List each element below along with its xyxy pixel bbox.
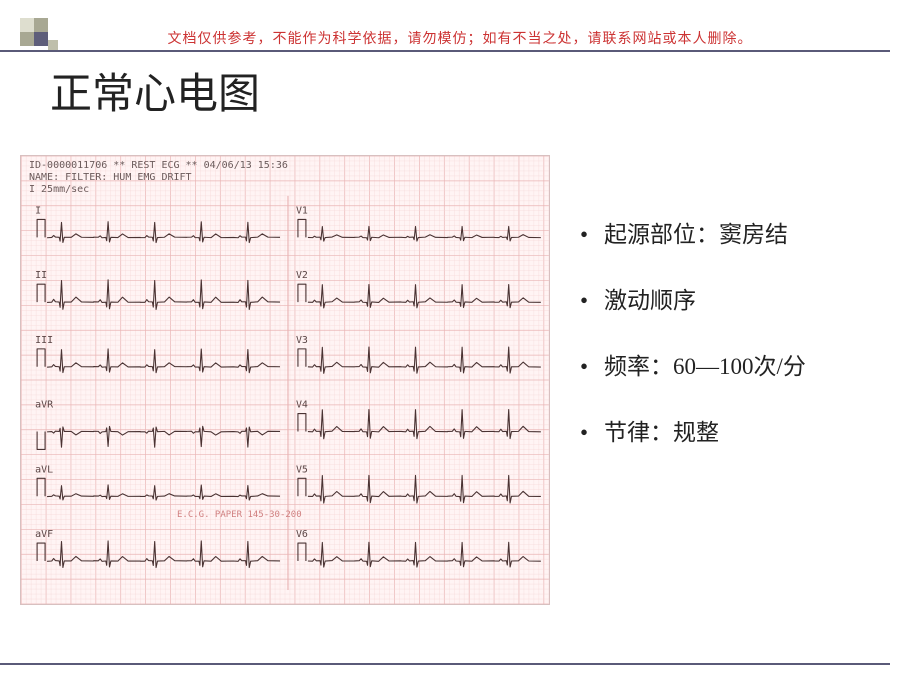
- bullet-item: 激动顺序: [580, 286, 900, 316]
- ecg-paper-label: E.C.G. PAPER 145-30-200: [177, 510, 302, 520]
- ecg-header: ID-0000011706 ** REST ECG ** 04/06/13 15…: [29, 160, 288, 196]
- slide: 文档仅供参考，不能作为科学依据，请勿模仿；如有不当之处，请联系网站或本人删除。 …: [0, 0, 920, 690]
- svg-text:V1: V1: [296, 205, 308, 216]
- svg-text:V2: V2: [296, 270, 308, 281]
- svg-text:aVF: aVF: [35, 529, 53, 540]
- bullet-item: 起源部位：窦房结: [580, 220, 900, 250]
- slide-title: 正常心电图: [50, 60, 260, 121]
- ecg-speed-label: I 25mm/sec: [29, 184, 288, 196]
- svg-text:aVR: aVR: [35, 400, 53, 411]
- ecg-image: I V1 II V2 III V3 aVR V4 aVL V5 aVF V6 ID-000001170…: [20, 155, 550, 605]
- svg-text:II: II: [35, 270, 47, 281]
- bullet-item: 节律：规整: [580, 418, 900, 448]
- svg-text:V5: V5: [296, 464, 308, 475]
- svg-text:III: III: [35, 335, 53, 346]
- disclaimer-text: 文档仅供参考，不能作为科学依据，请勿模仿；如有不当之处，请联系网站或本人删除。: [0, 28, 920, 48]
- svg-text:V4: V4: [296, 400, 308, 411]
- svg-text:I: I: [35, 205, 41, 216]
- bullet-list: 起源部位：窦房结 激动顺序 频率：60—100次/分 节律：规整: [580, 220, 900, 484]
- top-rule: [0, 50, 890, 52]
- ecg-header-line1: ID-0000011706 ** REST ECG ** 04/06/13 15…: [29, 160, 288, 172]
- bullet-item: 频率：60—100次/分: [580, 352, 900, 382]
- svg-text:V3: V3: [296, 335, 308, 346]
- svg-text:aVL: aVL: [35, 464, 53, 475]
- bottom-rule: [0, 663, 890, 665]
- ecg-header-line2: NAME: FILTER: HUM EMG DRIFT: [29, 172, 288, 184]
- svg-text:V6: V6: [296, 529, 308, 540]
- ecg-svg: I V1 II V2 III V3 aVR V4 aVL V5 aVF V6: [21, 156, 549, 604]
